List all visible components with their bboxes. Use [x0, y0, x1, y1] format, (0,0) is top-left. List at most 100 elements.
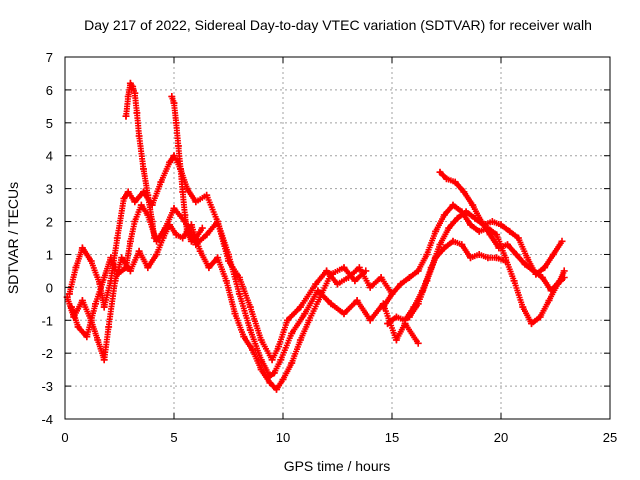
data-point	[316, 293, 324, 301]
data-point	[140, 165, 147, 173]
data-point	[458, 241, 466, 249]
data-point	[159, 234, 167, 242]
data-point	[83, 333, 91, 341]
data-point	[124, 188, 132, 196]
x-tick-label: 15	[385, 430, 399, 445]
x-tick-label: 25	[603, 430, 617, 445]
data-point	[126, 267, 134, 275]
x-tick-label: 10	[276, 430, 290, 445]
data-point	[556, 277, 564, 285]
data-point	[477, 218, 485, 225]
data-point	[314, 287, 322, 295]
data-point	[107, 254, 115, 262]
plot-frame	[64, 56, 611, 420]
data-point	[246, 303, 254, 311]
data-point	[240, 333, 248, 341]
series-marks	[437, 169, 567, 294]
data-point	[181, 211, 189, 219]
data-point	[283, 316, 291, 324]
data-point	[545, 297, 553, 304]
data-point	[87, 257, 95, 265]
data-point	[475, 251, 483, 258]
data-point	[87, 316, 95, 324]
data-point	[432, 254, 440, 262]
data-point	[129, 83, 137, 91]
series-7	[436, 168, 568, 295]
data-point	[157, 178, 165, 186]
data-point	[530, 267, 538, 275]
data-point	[166, 158, 174, 166]
data-point	[301, 310, 309, 318]
data-point	[449, 237, 457, 245]
data-point	[288, 359, 296, 367]
data-point	[340, 264, 348, 272]
data-point	[521, 260, 529, 268]
y-tick-label: -2	[41, 346, 53, 361]
data-point	[445, 224, 453, 232]
data-point	[510, 277, 518, 285]
data-point	[436, 168, 444, 176]
data-point	[235, 290, 243, 298]
data-point	[225, 251, 232, 258]
data-point	[277, 356, 285, 364]
data-point	[558, 237, 566, 245]
data-point	[366, 316, 374, 324]
data-point	[327, 270, 335, 278]
y-tick-label: 7	[46, 50, 53, 65]
data-point	[486, 231, 494, 239]
data-point	[144, 191, 152, 199]
data-point	[451, 178, 459, 186]
data-point	[493, 231, 501, 239]
data-point	[172, 119, 180, 127]
series-3	[122, 79, 158, 242]
data-point	[495, 244, 503, 252]
data-point	[436, 241, 444, 249]
data-point	[405, 274, 413, 281]
series-5	[379, 201, 568, 328]
data-point	[560, 267, 568, 275]
data-point	[137, 201, 145, 209]
data-point	[122, 112, 130, 120]
data-point	[268, 356, 276, 364]
series-layer	[63, 79, 568, 393]
y-tick-label: -3	[41, 379, 53, 394]
data-point	[135, 247, 143, 255]
data-point	[266, 379, 274, 387]
data-point	[547, 287, 555, 295]
data-point	[440, 211, 448, 219]
data-point	[131, 218, 139, 225]
data-point	[405, 313, 413, 321]
data-point	[131, 198, 139, 206]
data-point	[166, 221, 174, 229]
data-point	[497, 221, 505, 229]
data-point	[414, 267, 422, 275]
data-point	[92, 300, 99, 308]
data-point	[183, 227, 191, 235]
data-point	[100, 303, 108, 311]
data-point	[528, 320, 535, 328]
data-point	[78, 244, 86, 252]
data-point	[214, 254, 222, 262]
data-point	[467, 221, 474, 229]
data-point	[198, 224, 206, 232]
data-point	[462, 208, 470, 216]
series-line	[68, 154, 393, 361]
data-point	[131, 89, 139, 97]
y-tick-label: -1	[41, 313, 53, 328]
data-point	[72, 264, 80, 272]
data-point	[275, 343, 283, 351]
y-tick-label: 0	[46, 280, 53, 295]
data-point	[392, 336, 400, 344]
data-point	[170, 99, 178, 107]
series-line	[382, 204, 565, 325]
data-point	[100, 356, 108, 364]
data-point	[305, 316, 313, 324]
data-point	[192, 234, 200, 242]
data-point	[440, 244, 448, 252]
data-point	[432, 227, 440, 235]
data-point	[257, 356, 265, 364]
data-point	[366, 283, 374, 291]
data-point	[388, 290, 396, 298]
data-point	[351, 277, 359, 285]
grid	[65, 57, 610, 419]
